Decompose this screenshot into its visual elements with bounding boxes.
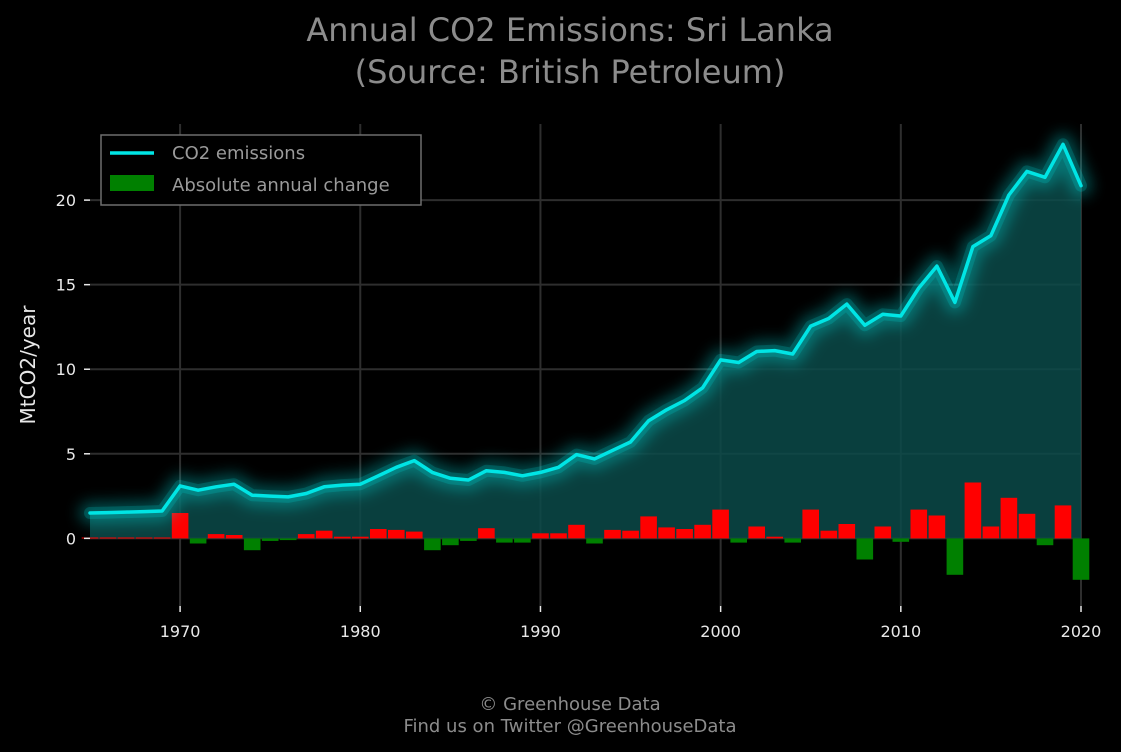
change-bar: [784, 538, 801, 543]
change-bar: [640, 516, 657, 539]
x-tick-label: 1970: [160, 622, 201, 641]
change-bar: [171, 513, 189, 539]
change-bar: [874, 526, 892, 539]
change-bar: [225, 535, 243, 539]
change-bar: [532, 533, 549, 539]
y-tick-label: 20: [56, 191, 76, 210]
change-bar: [964, 482, 982, 539]
change-bar: [856, 538, 874, 560]
change-bar: [1000, 497, 1018, 539]
change-bar: [568, 524, 585, 539]
change-bar: [424, 538, 441, 551]
change-bar: [442, 538, 459, 546]
chart-subtitle: (Source: British Petroleum): [354, 53, 786, 91]
credit-copyright: © Greenhouse Data: [479, 694, 661, 715]
change-bar: [1072, 538, 1090, 580]
change-bar: [910, 509, 928, 539]
legend-label-emissions: CO2 emissions: [172, 143, 305, 164]
change-bar: [1036, 538, 1054, 546]
change-bar: [370, 529, 387, 539]
change-bar: [1018, 513, 1036, 539]
change-bar: [622, 530, 639, 539]
change-bar: [946, 538, 964, 575]
change-bar: [460, 538, 477, 541]
change-bar: [496, 538, 513, 543]
change-bar: [982, 526, 1000, 539]
change-bar: [279, 538, 297, 541]
change-bar: [406, 531, 423, 539]
change-bar: [478, 528, 495, 539]
legend-box: [100, 134, 422, 206]
change-bar: [928, 515, 946, 539]
change-bar: [892, 538, 910, 542]
credit-twitter: Find us on Twitter @GreenhouseData: [403, 716, 737, 737]
change-bar: [820, 530, 838, 539]
x-tick-label: 2020: [1061, 622, 1102, 641]
change-bar: [243, 538, 261, 551]
change-bar: [334, 536, 351, 539]
change-bar: [315, 530, 333, 539]
y-tick-label: 0: [66, 529, 76, 548]
x-tick-label: 2010: [880, 622, 921, 641]
change-bar: [748, 526, 765, 539]
legend-bar-swatch: [110, 175, 154, 191]
change-bar: [1054, 505, 1072, 539]
emissions-area: [90, 144, 1081, 539]
y-tick-label: 5: [66, 445, 76, 464]
change-bar: [352, 536, 369, 539]
y-tick-label: 15: [56, 276, 76, 295]
change-bar: [189, 538, 207, 544]
change-bar: [586, 538, 603, 544]
change-bar: [153, 537, 171, 539]
change-bar: [207, 534, 225, 539]
legend-label-change: Absolute annual change: [172, 175, 390, 196]
change-bar: [297, 534, 315, 539]
change-bar: [99, 537, 117, 539]
change-bar: [676, 529, 693, 539]
change-bar: [658, 527, 675, 539]
change-bar: [730, 538, 747, 543]
change-bar: [766, 536, 783, 539]
x-tick-label: 1990: [520, 622, 561, 641]
x-tick-label: 1980: [340, 622, 381, 641]
emissions-line: [88, 142, 1083, 515]
y-axis-label: MtCO2/year: [16, 305, 40, 425]
x-tick-label: 2000: [700, 622, 741, 641]
change-bar: [388, 529, 405, 539]
change-bar: [712, 509, 729, 539]
change-bar: [838, 524, 856, 539]
change-bar: [694, 524, 711, 539]
y-tick-label: 10: [56, 360, 76, 379]
change-bar: [135, 537, 153, 539]
change-bar: [802, 509, 819, 539]
change-bar: [117, 537, 135, 539]
change-bar: [550, 533, 567, 539]
chart-title: Annual CO2 Emissions: Sri Lanka: [306, 11, 834, 49]
change-bar: [604, 529, 621, 539]
change-bar: [514, 538, 531, 543]
change-bar: [261, 538, 279, 541]
